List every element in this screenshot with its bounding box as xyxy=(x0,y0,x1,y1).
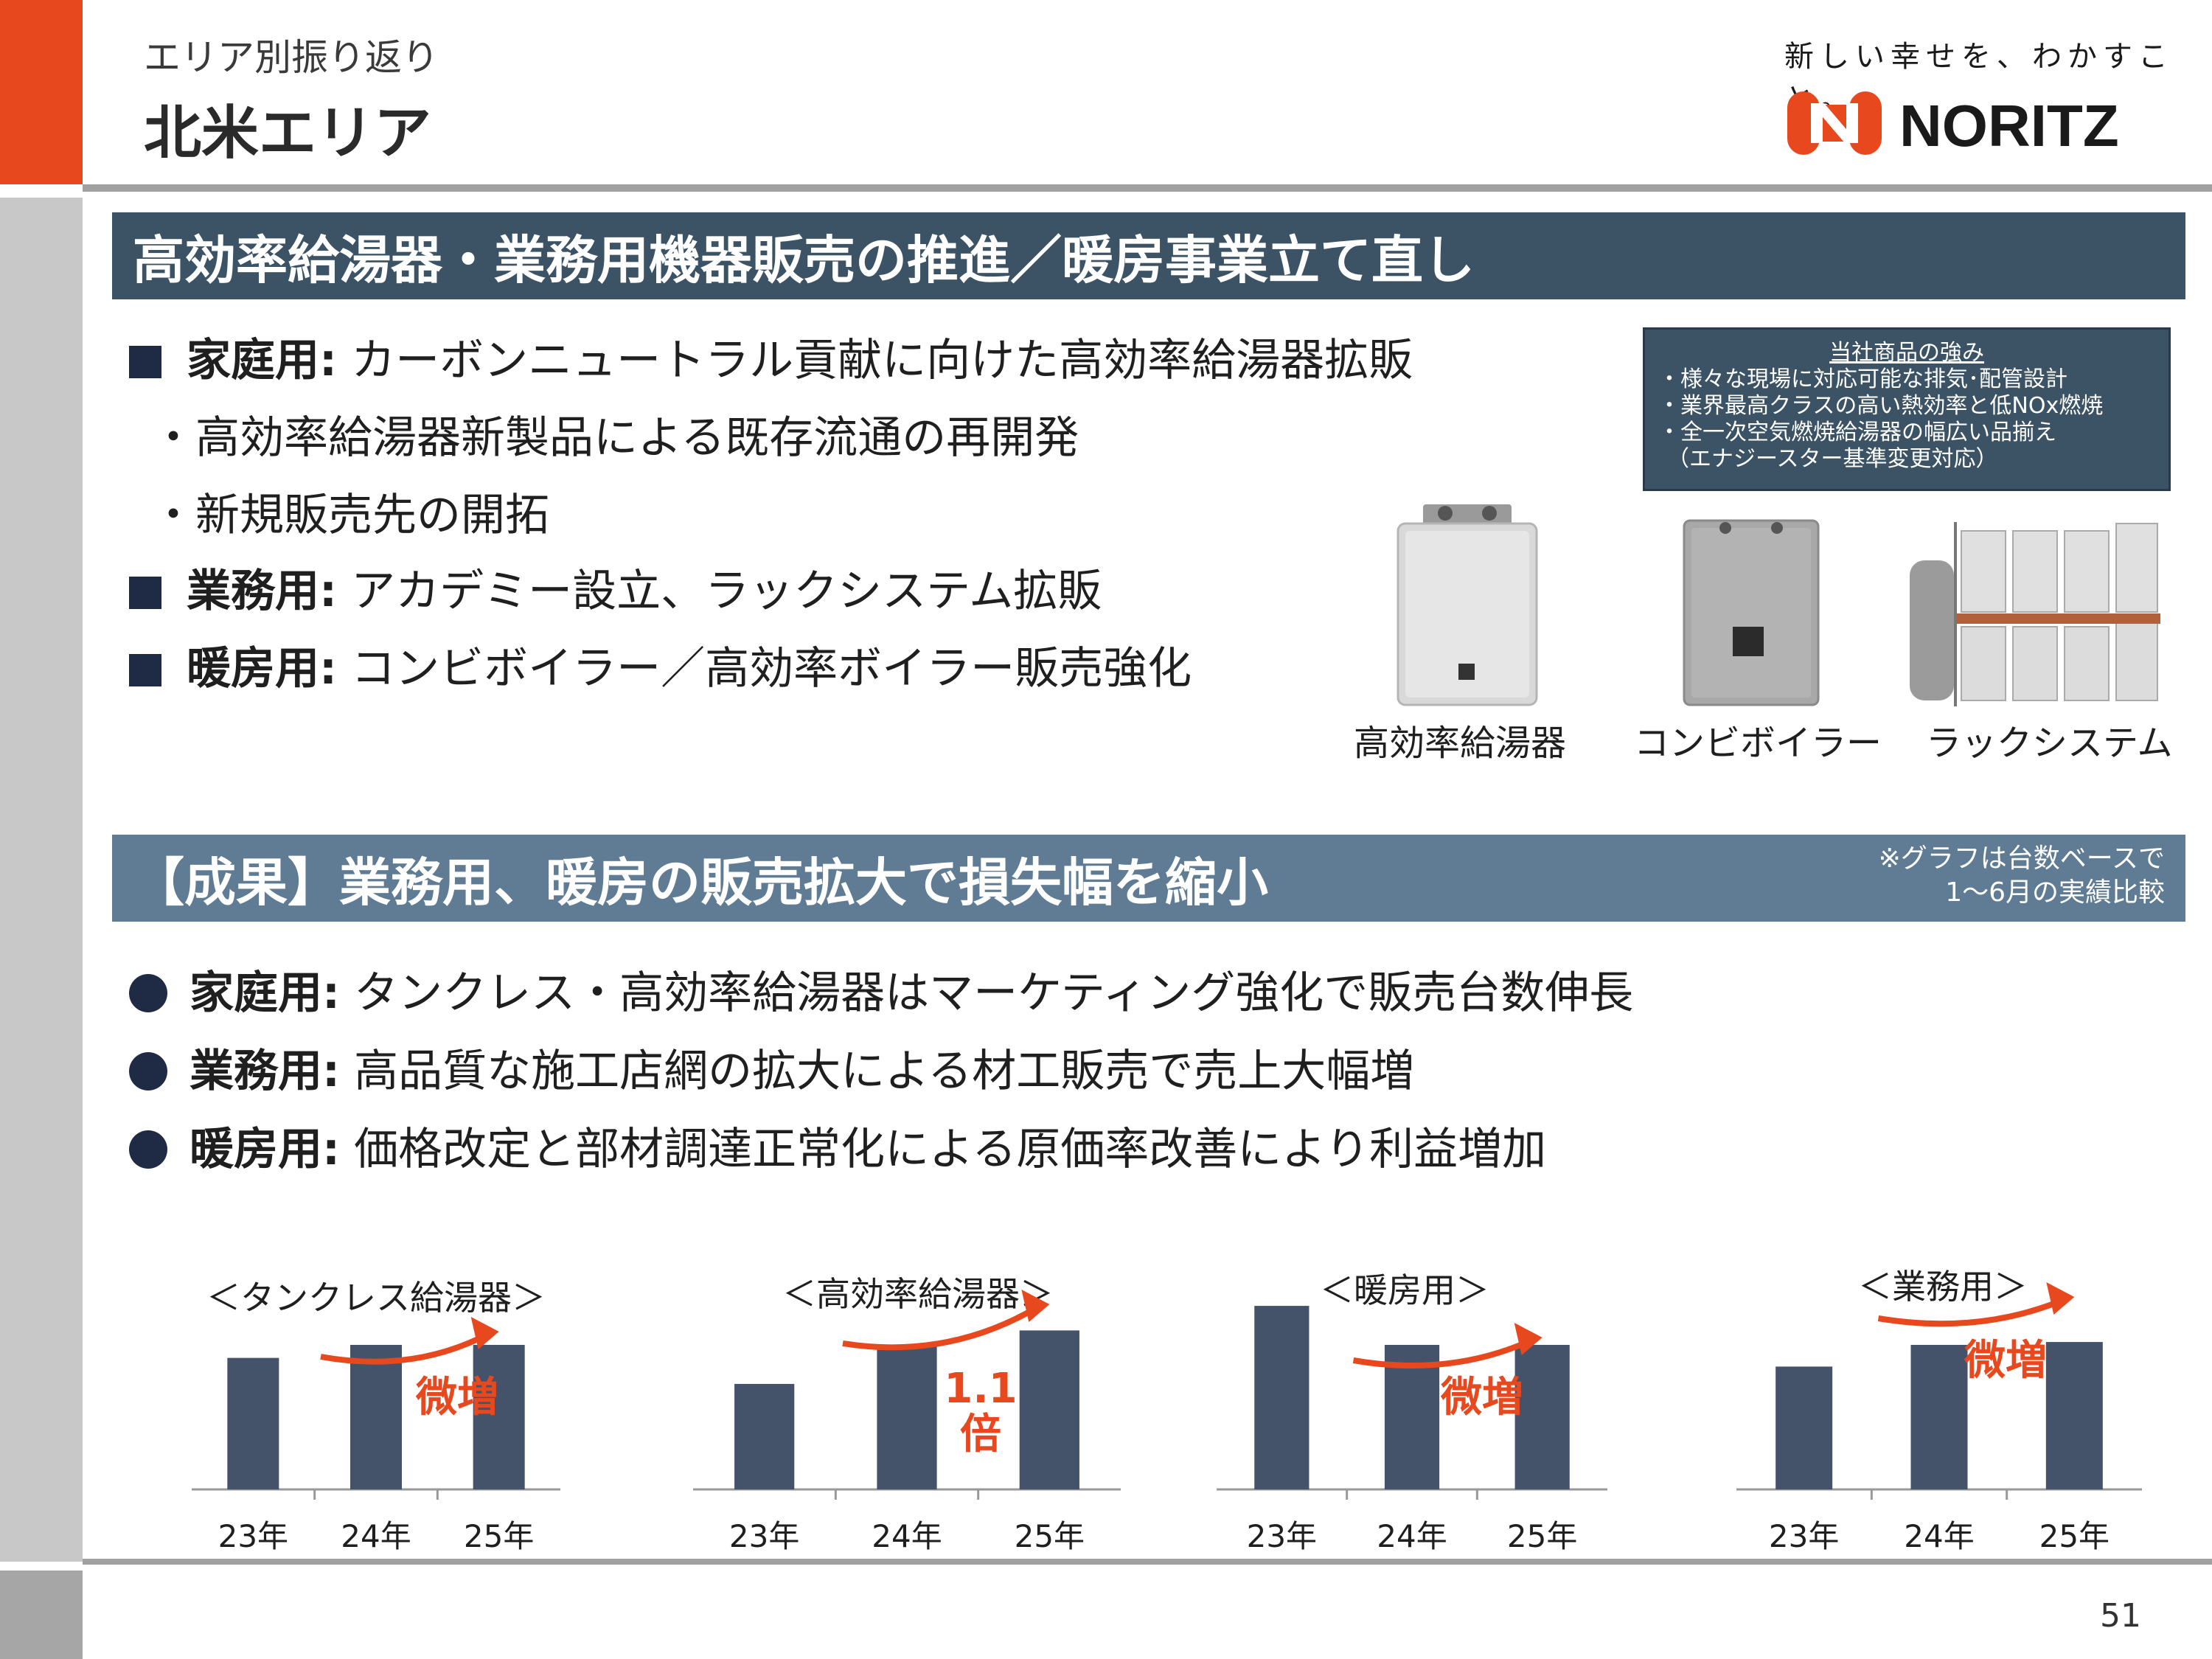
list-item: 暖房用: 価格改定と部材調達正常化による原価率改善により利益増加 xyxy=(129,1113,1546,1178)
strength-line: ・業界最高クラスの高い熱効率と低NOx燃焼 xyxy=(1658,393,2104,419)
header-divider xyxy=(83,184,2212,192)
item-label: 家庭用: xyxy=(189,967,340,1019)
section1-title: 高効率給湯器・業務用機器販売の推進／暖房事業立て直し xyxy=(133,229,1475,291)
strength-line: （エナジースター基準変更対応） xyxy=(1667,446,1998,472)
tick-label: 23年 xyxy=(1768,1518,1840,1554)
side-bar xyxy=(0,198,83,1562)
chart-note-line: ※グラフは台数ベースで xyxy=(1878,844,2165,874)
page-number: 51 xyxy=(2100,1597,2141,1635)
section1-band: 高効率給湯器・業務用機器販売の推進／暖房事業立て直し xyxy=(112,212,2185,299)
tick-label: 25年 xyxy=(1014,1518,1085,1554)
list-item: ・新規販売先の開拓 xyxy=(151,479,549,543)
square-bullet-icon xyxy=(129,346,161,378)
side-bar-bottom xyxy=(0,1571,83,1659)
chart-annotation: 微増 xyxy=(416,1374,498,1422)
list-item: 家庭用: タンクレス・高効率給湯器はマーケティング強化で販売台数伸長 xyxy=(129,957,1633,1021)
bar xyxy=(734,1383,795,1489)
circle-bullet-icon xyxy=(129,1130,167,1169)
circle-bullet-icon xyxy=(129,974,167,1012)
tick-label: 24年 xyxy=(1904,1518,1975,1554)
section2-band: 【成果】業務用、暖房の販売拡大で損失幅を縮小 xyxy=(112,835,2185,922)
chart-title: ＜暖房用＞ xyxy=(1320,1270,1489,1310)
strength-box: 当社商品の強み ・様々な現場に対応可能な排気･配管設計 ・業界最高クラスの高い熱… xyxy=(1643,327,2171,491)
chart-title: ＜業務用＞ xyxy=(1858,1267,2028,1307)
strength-line: ・全一次空気燃焼給湯器の幅広い品揃え xyxy=(1658,420,2056,445)
item-text: 価格改定と部材調達正常化による原価率改善により利益増加 xyxy=(354,1124,1547,1175)
item-text: コンビボイラー／高効率ボイラー販売強化 xyxy=(351,643,1192,695)
tick-label: 25年 xyxy=(1506,1518,1578,1554)
item-text: 高品質な施工店網の拡大による材工販売で売上大幅増 xyxy=(354,1046,1415,1097)
rack-system-icon xyxy=(1910,516,2160,708)
item-label: 業務用: xyxy=(189,1046,340,1097)
section2-title: 【成果】業務用、暖房の販売拡大で損失幅を縮小 xyxy=(133,852,1268,913)
item-label: 業務用: xyxy=(187,566,337,617)
growth-arrow xyxy=(1352,1339,1529,1369)
item-label: 暖房用: xyxy=(187,643,337,695)
bar xyxy=(1254,1306,1310,1489)
item-text: ・新規販売先の開拓 xyxy=(151,490,549,541)
chart-annotation: 微増 xyxy=(1964,1337,2047,1385)
page-title: 北米エリア xyxy=(144,100,432,167)
chart-annotation: 微増 xyxy=(1441,1374,1523,1422)
tick-label: 25年 xyxy=(463,1518,535,1554)
section-kicker: エリア別振り返り xyxy=(144,36,439,79)
footer-divider xyxy=(83,1559,2212,1565)
tick-label: 25年 xyxy=(2039,1518,2110,1554)
tick-label: 23年 xyxy=(1246,1518,1318,1554)
chart-title: ＜タンクレス給湯器＞ xyxy=(206,1278,546,1318)
item-text: タンクレス・高効率給湯器はマーケティング強化で販売台数伸長 xyxy=(354,967,1634,1019)
item-text: ・高効率給湯器新製品による既存流通の再開発 xyxy=(151,412,1079,464)
tick-label: 24年 xyxy=(872,1518,942,1554)
product-caption: ラックシステム xyxy=(1926,723,2173,764)
product-caption: 高効率給湯器 xyxy=(1354,723,1567,764)
noritz-logo: NORITZ xyxy=(1783,90,2152,159)
item-label: 家庭用: xyxy=(187,335,337,386)
circle-bullet-icon xyxy=(129,1052,167,1091)
chart-note-line: 1～6月の実績比較 xyxy=(1945,877,2165,908)
arrow-head xyxy=(470,1317,499,1349)
product-caption: コンビボイラー xyxy=(1634,723,1882,764)
accent-bar xyxy=(0,0,83,184)
strength-line: ・様々な現場に対応可能な排気･配管設計 xyxy=(1658,366,2067,392)
list-item: 家庭用: カーボンニュートラル貢献に向けた高効率給湯器拡販 xyxy=(129,324,1413,389)
square-bullet-icon xyxy=(129,577,161,609)
tick-label: 24年 xyxy=(341,1518,411,1554)
square-bullet-icon xyxy=(129,654,161,686)
list-item: 業務用: 高品質な施工店網の拡大による材工販売で売上大幅増 xyxy=(129,1035,1414,1099)
chart-note: ※グラフは台数ベースで 1～6月の実績比較 xyxy=(1879,842,2165,910)
bar xyxy=(1775,1366,1833,1489)
list-item: 業務用: アカデミー設立、ラックシステム拡販 xyxy=(129,555,1102,619)
list-item: 暖房用: コンビボイラー／高効率ボイラー販売強化 xyxy=(129,633,1192,697)
tick-label: 24年 xyxy=(1377,1518,1447,1554)
tick-label: 23年 xyxy=(218,1518,289,1554)
strength-heading: 当社商品の強み xyxy=(1829,340,1984,366)
bar xyxy=(227,1357,279,1489)
item-text: カーボンニュートラル貢献に向けた高効率給湯器拡販 xyxy=(351,335,1413,386)
water-heater-icon xyxy=(1394,501,1541,708)
tick-label: 23年 xyxy=(728,1518,800,1554)
combi-boiler-icon xyxy=(1681,516,1821,708)
growth-arrow xyxy=(320,1333,486,1365)
logo-text: NORITZ xyxy=(1899,93,2119,156)
chart-annotation: 1.1 倍 xyxy=(944,1365,1018,1458)
item-label: 暖房用: xyxy=(189,1124,340,1175)
chart-title: ＜高効率給湯器＞ xyxy=(782,1274,1054,1314)
list-item: ・高効率給湯器新製品による既存流通の再開発 xyxy=(151,402,1079,466)
arrow-head xyxy=(1514,1323,1543,1355)
item-text: アカデミー設立、ラックシステム拡販 xyxy=(351,566,1102,617)
